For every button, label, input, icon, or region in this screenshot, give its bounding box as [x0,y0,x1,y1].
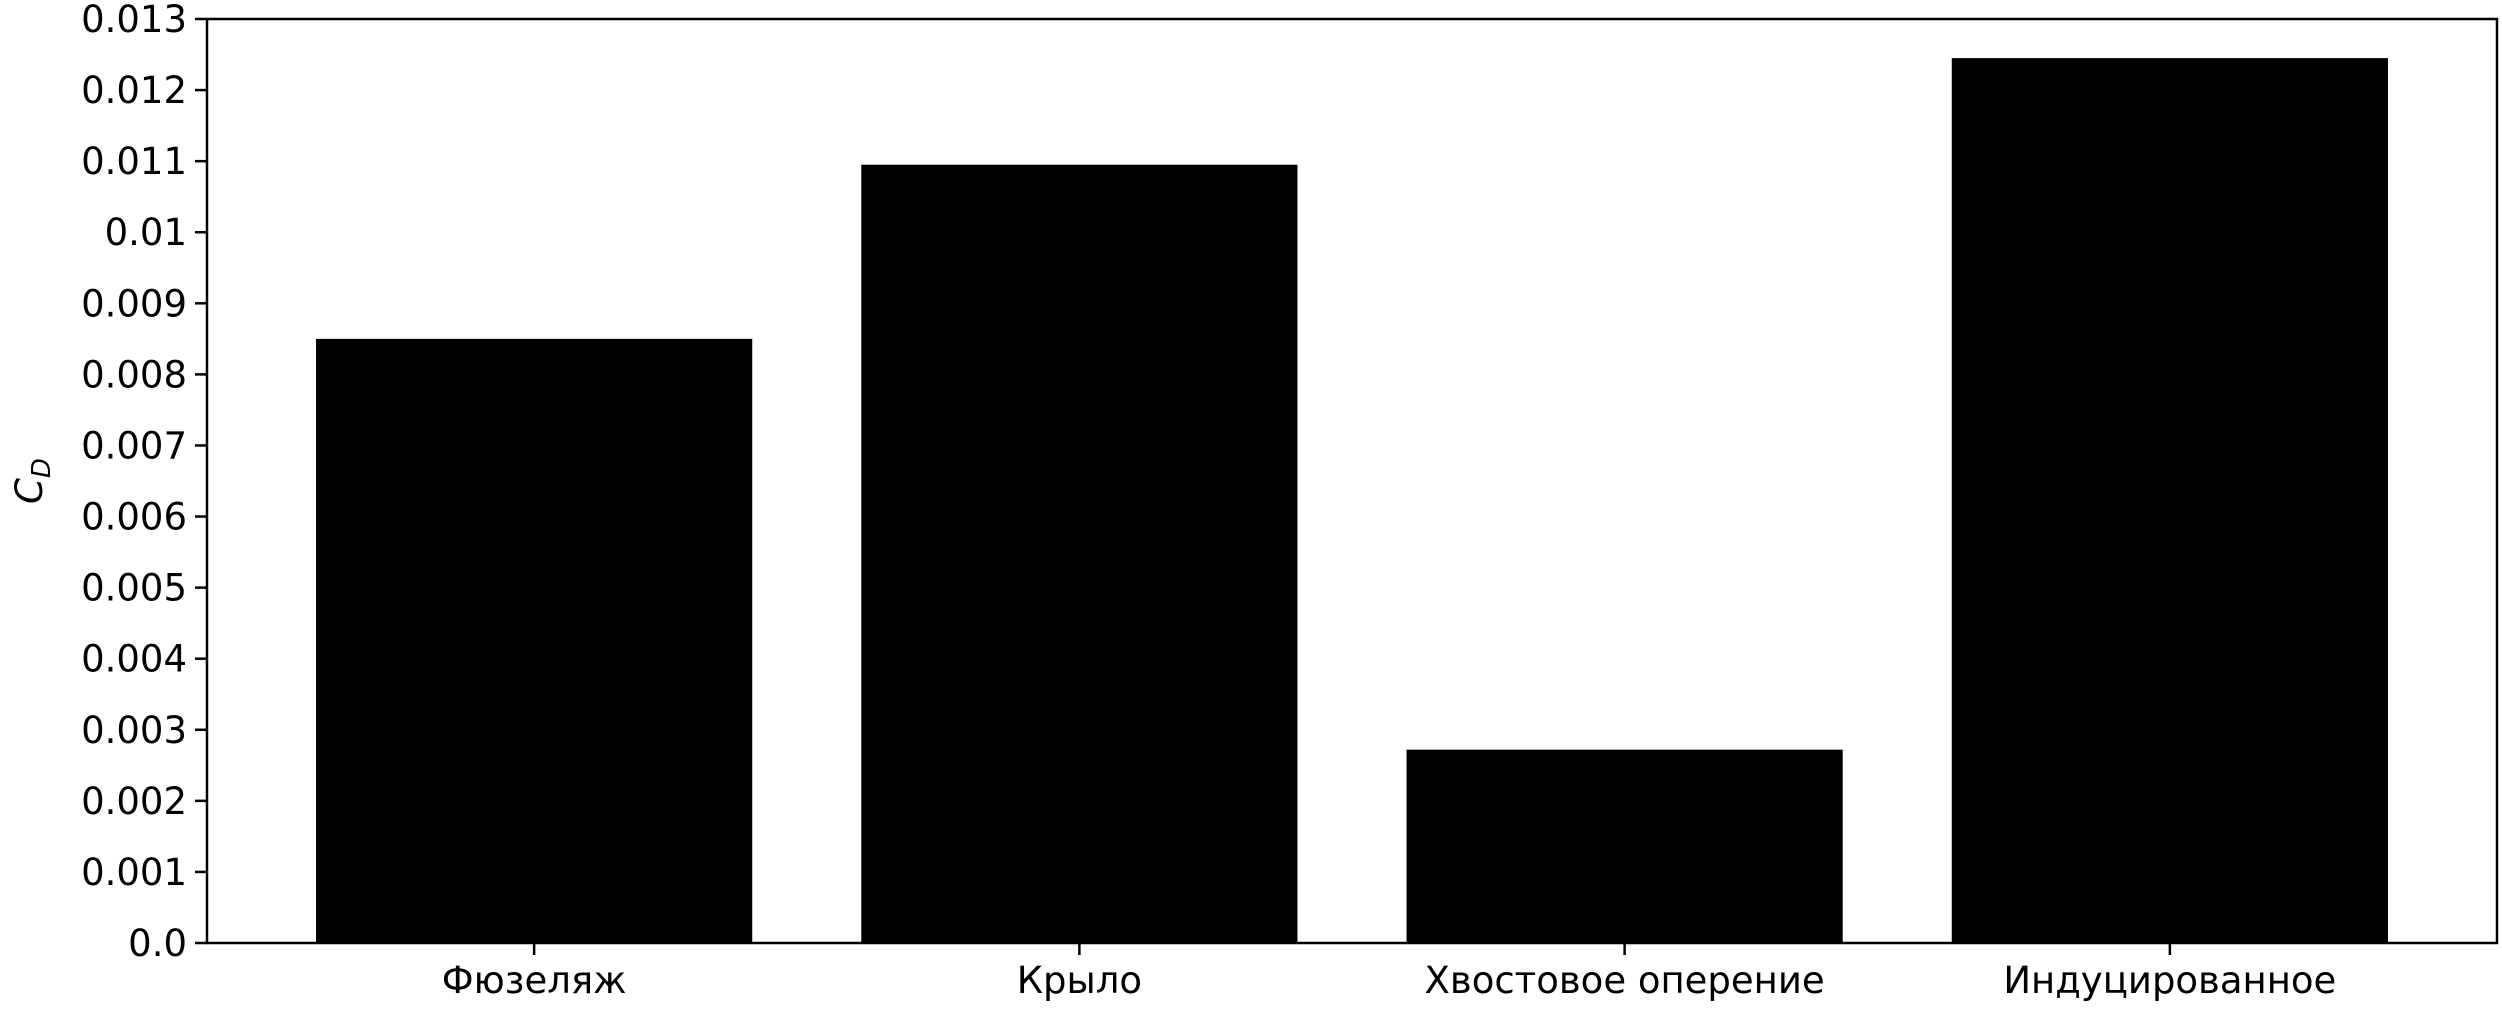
x-tick-label: Крыло [1017,959,1142,1002]
y-tick-label: 0.007 [81,424,187,467]
y-tick-label: 0.013 [81,0,187,41]
y-tick-label: 0.005 [81,567,187,610]
y-tick-label: 0.003 [81,709,187,752]
x-axis: Фюзеляж Крыло Хвостовое оперение Индуцирова… [442,943,2336,1002]
y-tick-label: 0.01 [105,211,187,254]
y-tick-label: 0.001 [81,851,187,894]
y-tick-label: 0.0 [128,922,187,965]
x-tick-label: Хвостовое оперение [1425,959,1825,1002]
y-tick-label: 0.009 [81,282,187,325]
bar [1951,58,2388,944]
bar [316,338,753,943]
bar [1406,749,1843,943]
y-axis-label-main: C [8,478,51,504]
bar [861,164,1298,943]
y-tick-label: 0.011 [81,140,187,183]
y-axis-label: CD [8,458,57,504]
y-axis: 0.0 0.001 0.002 0.003 0.004 0.005 0.006 0.007 0.… [81,0,207,965]
y-tick-label: 0.002 [81,780,187,823]
plot-area-frame [205,17,2499,945]
bars-group [316,58,2388,944]
y-tick-label: 0.012 [81,69,187,112]
y-tick-label: 0.008 [81,353,187,396]
y-axis-label-subscript: D [27,458,57,478]
x-tick-label: Индуцированное [2003,959,2336,1002]
x-tick-label: Фюзеляж [442,959,627,1002]
y-tick-label: 0.004 [81,638,187,681]
y-tick-label: 0.006 [81,496,187,539]
